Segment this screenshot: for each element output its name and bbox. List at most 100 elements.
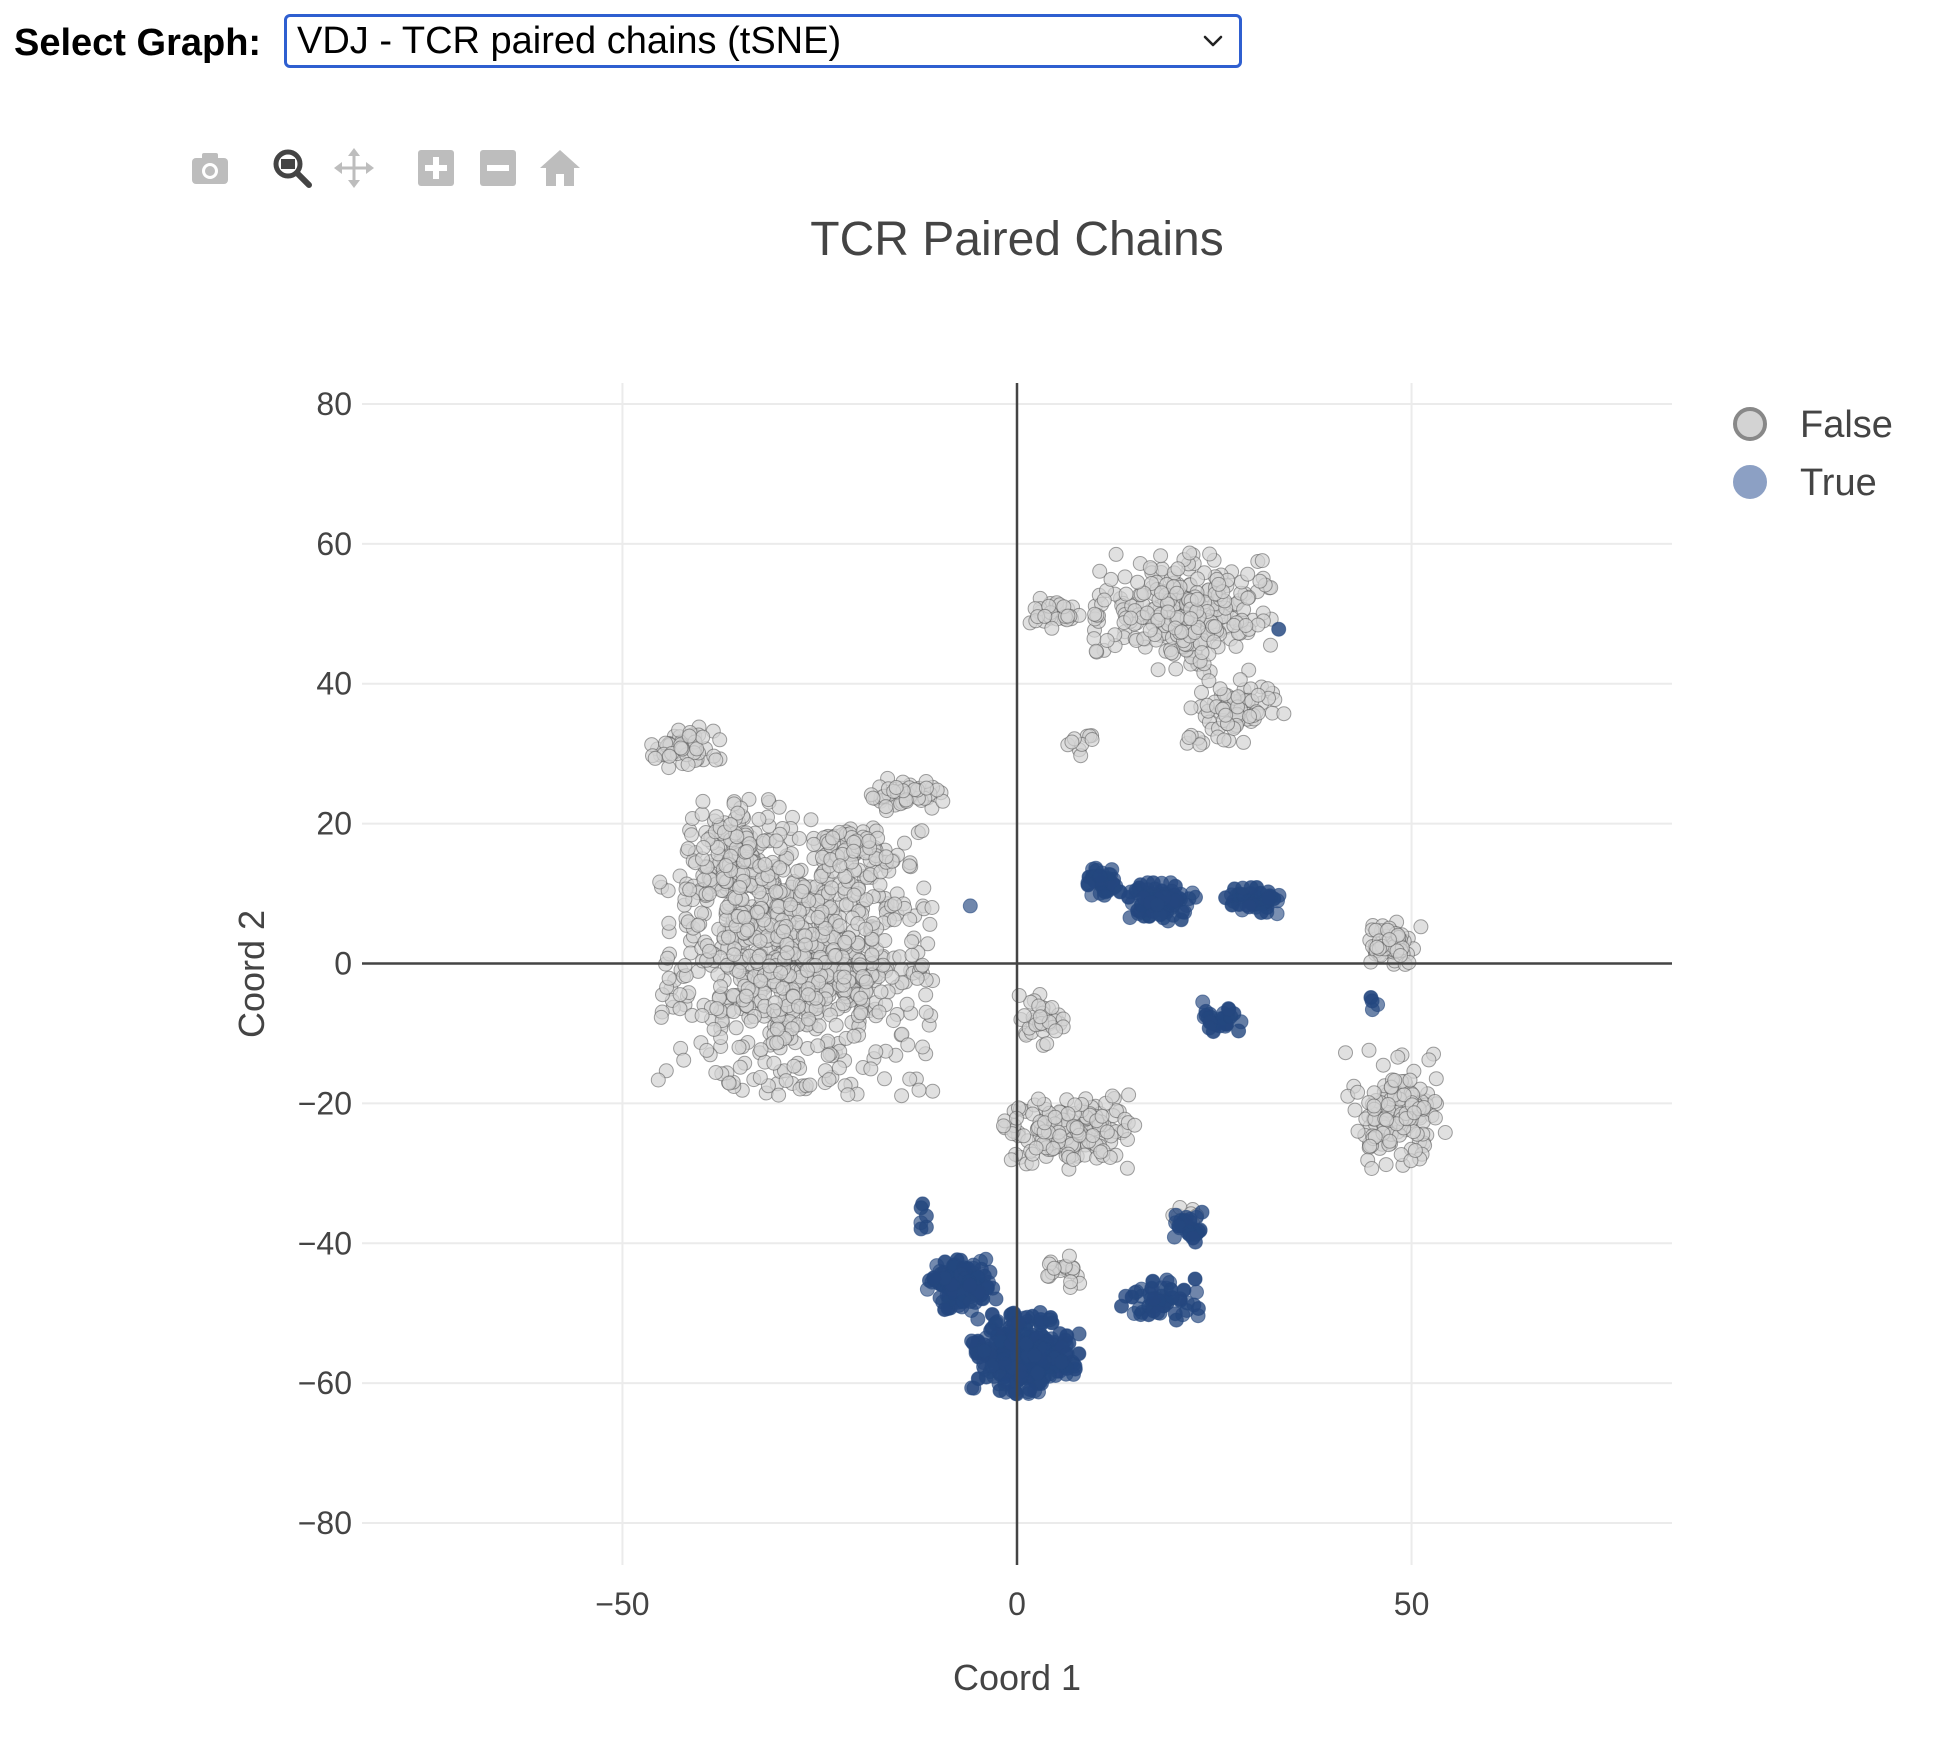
data-point <box>696 840 711 855</box>
data-point <box>695 729 711 745</box>
data-point <box>937 1302 953 1318</box>
data-point <box>1139 605 1155 621</box>
zoom-out-button[interactable] <box>476 146 520 190</box>
data-point <box>911 1082 927 1098</box>
data-point <box>1037 608 1053 624</box>
data-point <box>983 1323 999 1339</box>
pan-icon <box>334 148 374 188</box>
data-point <box>766 1055 782 1071</box>
x-tick-label: −50 <box>595 1586 649 1622</box>
data-point <box>984 1358 1000 1374</box>
data-point <box>1362 1138 1378 1154</box>
legend-marker-false <box>1733 407 1767 441</box>
data-point <box>811 1018 827 1034</box>
data-point <box>1378 1157 1394 1173</box>
data-point <box>962 898 978 914</box>
data-point <box>888 780 904 795</box>
data-point <box>1092 563 1108 579</box>
zoom-icon <box>273 149 312 188</box>
data-point <box>925 1083 941 1099</box>
data-point <box>897 835 912 851</box>
data-point <box>1192 737 1208 753</box>
data-point <box>1044 620 1060 636</box>
data-point <box>800 987 816 1003</box>
data-point <box>1236 734 1251 750</box>
data-point <box>1201 1020 1217 1036</box>
data-point <box>884 969 900 985</box>
data-point <box>886 912 902 928</box>
data-point <box>1169 585 1185 601</box>
data-point <box>1130 574 1146 590</box>
data-point <box>1240 566 1256 582</box>
data-point <box>996 1118 1011 1134</box>
data-point <box>915 1039 931 1055</box>
data-point <box>773 965 789 981</box>
data-point <box>918 780 934 796</box>
data-point <box>1238 618 1254 633</box>
data-point <box>1437 1125 1453 1140</box>
data-point <box>922 916 938 932</box>
data-point <box>1350 1084 1366 1100</box>
data-point <box>976 1343 992 1359</box>
data-point <box>1183 611 1199 627</box>
data-point <box>902 1071 918 1087</box>
data-point <box>832 918 848 934</box>
reset-axes-button[interactable] <box>538 146 582 190</box>
data-point <box>730 805 746 821</box>
data-point <box>899 996 915 1012</box>
data-point <box>1118 586 1134 602</box>
data-point <box>1044 1000 1060 1015</box>
zoom-in-button[interactable] <box>414 146 458 190</box>
y-axis-label: Coord 2 <box>231 910 272 1038</box>
home-icon <box>540 150 580 186</box>
data-point <box>810 909 826 925</box>
data-point <box>1170 561 1186 577</box>
data-point <box>877 1071 892 1087</box>
scatter-chart[interactable]: −50 0 50 80 60 40 20 0 −20 −40 −60 −80 TCR Paired C… <box>0 200 1948 1720</box>
data-point <box>1163 1282 1179 1297</box>
data-point <box>806 836 822 852</box>
zoom-button[interactable] <box>270 146 314 190</box>
data-point <box>1232 672 1248 688</box>
data-point <box>723 817 739 833</box>
legend-label-true: True <box>1800 462 1877 504</box>
data-point <box>1099 1124 1115 1140</box>
data-point <box>1142 622 1158 638</box>
data-point <box>771 1087 787 1103</box>
data-point <box>695 793 711 809</box>
data-point <box>1052 1128 1068 1144</box>
data-point <box>858 921 874 937</box>
data-point <box>836 969 852 985</box>
data-point <box>1032 1009 1048 1025</box>
data-point <box>776 924 791 940</box>
data-point <box>916 880 932 896</box>
y-tick-label: −80 <box>298 1505 352 1541</box>
data-point <box>794 884 810 899</box>
data-point <box>825 830 841 846</box>
data-point <box>1382 1133 1398 1149</box>
graph-select[interactable]: VDJ - TCR paired chains (tSNE) <box>284 14 1242 68</box>
data-point <box>1153 548 1169 564</box>
data-point <box>1046 1260 1062 1276</box>
data-point <box>699 1042 715 1058</box>
data-point <box>713 979 728 995</box>
camera-button[interactable] <box>188 146 232 190</box>
data-point <box>673 740 689 756</box>
legend-item-false[interactable]: False <box>1733 404 1893 446</box>
data-point <box>1011 988 1027 1003</box>
data-point <box>1194 684 1209 700</box>
data-point <box>1375 1057 1391 1073</box>
data-point <box>1369 939 1385 955</box>
data-point <box>757 857 773 872</box>
data-point <box>753 973 769 989</box>
data-point <box>846 1028 862 1044</box>
data-point <box>1263 637 1278 653</box>
data-point <box>894 1088 910 1104</box>
pan-button[interactable] <box>332 146 376 190</box>
camera-icon <box>192 153 228 184</box>
data-point <box>677 958 693 973</box>
data-point <box>817 921 833 936</box>
legend-item-true[interactable]: True <box>1733 462 1877 504</box>
data-point <box>992 1383 1008 1399</box>
data-point <box>721 1075 737 1091</box>
